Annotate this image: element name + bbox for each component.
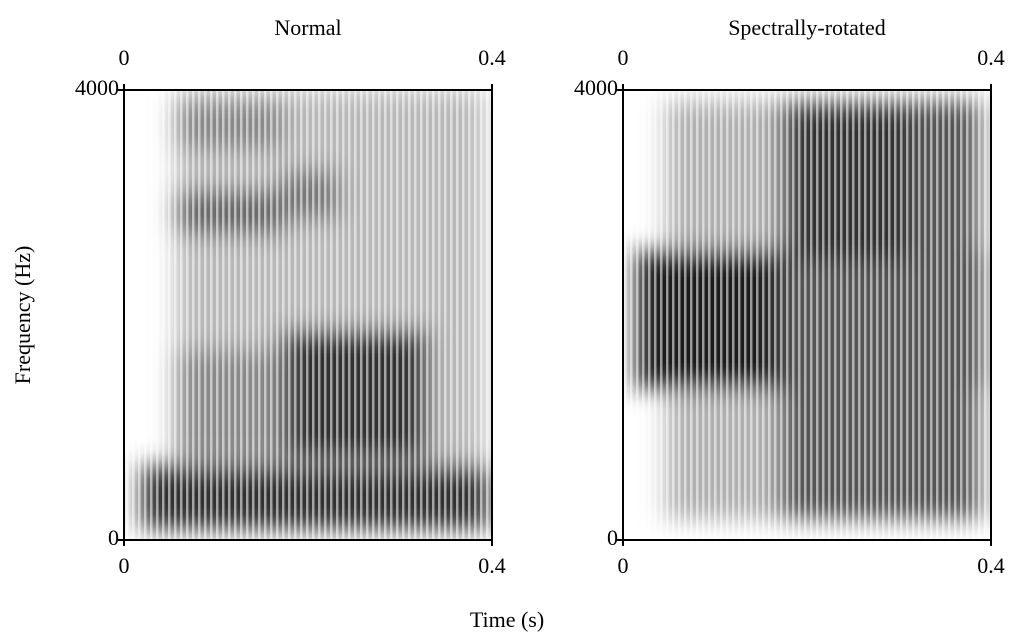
y-tick-label: 4000 <box>574 75 618 100</box>
y-tick-label: 0 <box>108 525 119 550</box>
chart-title: Normal <box>274 15 341 40</box>
x-tick-label: 0 <box>119 45 130 70</box>
y-axis-label: Frequency (Hz) <box>10 246 35 385</box>
x-axis-label: Time (s) <box>470 607 544 632</box>
x-tick-label: 0.4 <box>977 553 1005 578</box>
chart-title: Spectrally-rotated <box>728 15 886 40</box>
y-tick-label: 0 <box>607 525 618 550</box>
plot-frame <box>622 89 992 541</box>
y-tick-label: 4000 <box>75 75 119 100</box>
x-tick-label: 0 <box>618 45 629 70</box>
x-tick-label: 0.4 <box>478 553 506 578</box>
spectrogram-image <box>623 90 991 540</box>
x-tick-label: 0 <box>618 553 629 578</box>
spectrogram-image <box>124 90 492 540</box>
x-tick-label: 0.4 <box>478 45 506 70</box>
plot-frame <box>123 89 493 541</box>
x-tick-label: 0 <box>119 553 130 578</box>
x-tick-label: 0.4 <box>977 45 1005 70</box>
